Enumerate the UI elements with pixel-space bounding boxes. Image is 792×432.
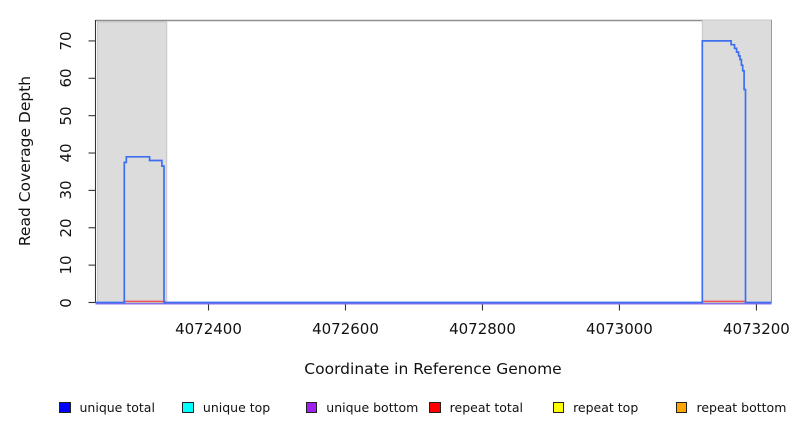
legend-item-repeat-total: repeat total bbox=[429, 400, 552, 415]
legend-item-repeat-top: repeat top bbox=[552, 400, 676, 415]
shaded-region-left bbox=[97, 21, 168, 303]
legend-item-unique-top: unique top bbox=[182, 400, 305, 415]
legend-item-repeat-bottom: repeat bottom bbox=[675, 400, 792, 415]
legend-item-unique-total: unique total bbox=[59, 400, 182, 415]
legend-swatch-icon bbox=[675, 401, 688, 414]
legend-swatch-icon bbox=[552, 401, 565, 414]
legend-swatch-icon bbox=[429, 401, 441, 414]
legend-swatch-icon bbox=[59, 401, 71, 414]
legend: unique total unique top unique bottom repea… bbox=[59, 400, 792, 415]
series-unique-total bbox=[95, 40, 772, 304]
legend-swatch-icon bbox=[305, 401, 318, 414]
legend-label: unique total bbox=[79, 400, 155, 415]
shaded-region-right bbox=[701, 19, 772, 303]
legend-label: unique bottom bbox=[326, 400, 419, 415]
legend-label: repeat bottom bbox=[696, 400, 787, 415]
legend-label: unique top bbox=[202, 400, 271, 415]
legend-label: repeat top bbox=[573, 400, 639, 415]
legend-label: repeat total bbox=[449, 400, 523, 415]
legend-swatch-icon bbox=[182, 401, 194, 414]
legend-item-unique-bottom: unique bottom bbox=[305, 400, 429, 415]
